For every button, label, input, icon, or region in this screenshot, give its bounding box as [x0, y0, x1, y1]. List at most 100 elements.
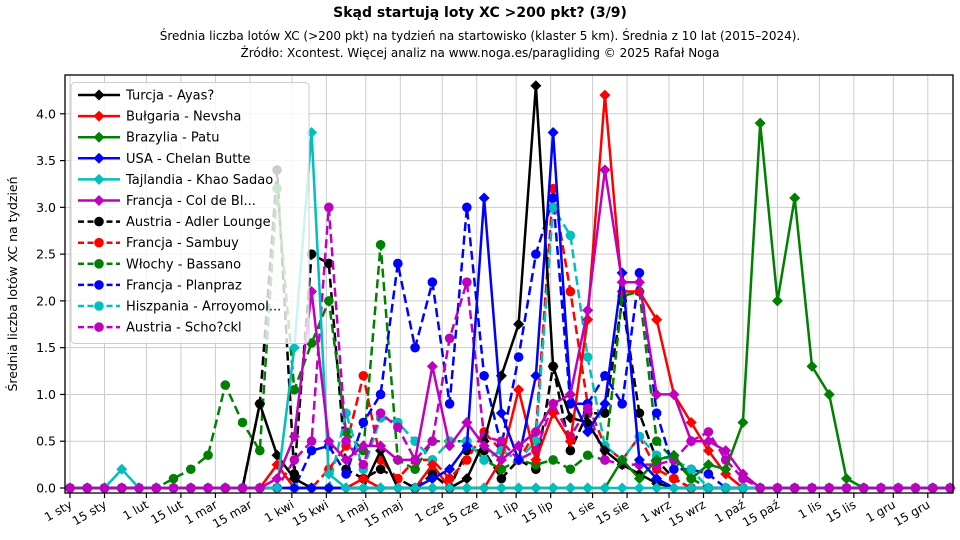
diamond-marker — [737, 417, 749, 429]
legend-label: Tajlandia - Khao Sadao — [125, 173, 273, 188]
diamond-marker — [564, 435, 576, 447]
diamond-marker — [702, 435, 714, 447]
diamond-marker — [375, 482, 387, 494]
circle-marker — [669, 464, 679, 475]
circle-marker — [185, 464, 196, 475]
diamond-marker — [754, 117, 766, 129]
diamond-marker — [633, 276, 645, 288]
circle-marker — [669, 473, 679, 484]
diamond-marker — [254, 398, 266, 410]
diamond-marker — [340, 454, 352, 466]
diamond-marker — [633, 454, 645, 466]
diamond-marker — [323, 435, 335, 447]
diamond-marker — [651, 388, 663, 400]
diamond-marker — [116, 463, 128, 475]
circle-marker — [289, 455, 300, 465]
diamond-marker — [409, 482, 421, 494]
circle-marker — [582, 352, 593, 362]
x-tick-label: 15 lut — [148, 497, 185, 527]
circle-marker — [462, 455, 472, 465]
diamond-marker — [547, 127, 559, 139]
diamond-marker — [357, 482, 369, 494]
diamond-marker — [582, 482, 594, 494]
y-tick-label: 3.5 — [36, 153, 56, 168]
diamond-marker — [288, 342, 300, 354]
circle-marker — [341, 436, 351, 447]
legend-diamond-marker — [93, 195, 105, 206]
chart-title: Skąd startują loty XC >200 pkt? (3/9) — [333, 5, 627, 21]
y-tick-label: 1.5 — [36, 340, 56, 355]
circle-marker — [513, 352, 524, 362]
circle-marker — [565, 230, 576, 241]
diamond-marker — [737, 468, 749, 480]
diamond-marker — [478, 192, 490, 204]
diamond-marker — [237, 482, 249, 494]
x-tick-label: 15 maj — [362, 497, 405, 530]
circle-marker — [703, 469, 714, 479]
circle-marker — [375, 389, 386, 400]
diamond-marker — [616, 482, 628, 494]
diamond-marker — [426, 459, 438, 471]
legend-circle-marker — [94, 280, 104, 290]
diamond-marker — [651, 473, 663, 485]
y-axis-label: Średnia liczba lotów XC na tydzień — [5, 176, 20, 391]
circle-marker — [427, 277, 438, 287]
diamond-marker — [582, 304, 594, 316]
diamond-marker — [323, 482, 335, 494]
circle-marker — [324, 258, 334, 269]
x-tick-label: 15 wrz — [666, 497, 708, 529]
circle-marker — [324, 202, 334, 213]
legend-diamond-marker — [93, 173, 105, 185]
diamond-marker — [771, 482, 783, 494]
circle-marker — [375, 408, 386, 418]
legend-label: Francja - Col de Bl... — [126, 194, 256, 209]
legend-circle-marker — [94, 322, 104, 332]
legend-item: Austria - Adler Lounge — [78, 215, 271, 230]
diamond-marker — [202, 482, 214, 494]
circle-marker — [237, 417, 248, 428]
legend-label: Bułgaria - Nevsha — [126, 110, 241, 125]
diamond-marker — [720, 445, 732, 457]
diamond-marker — [392, 482, 404, 494]
circle-marker — [703, 427, 714, 437]
circle-marker — [548, 455, 558, 465]
circle-marker — [462, 277, 472, 287]
y-tick-label: 0.0 — [36, 481, 56, 496]
circle-marker — [496, 436, 507, 447]
diamond-marker — [840, 473, 852, 485]
diamond-marker — [478, 482, 490, 494]
circle-marker — [582, 403, 593, 414]
diamond-marker — [271, 473, 283, 485]
legend-circle-marker — [94, 259, 104, 269]
x-tick-label: 15 lis — [824, 497, 859, 525]
legend-label: Austria - Adler Lounge — [126, 215, 271, 230]
diamond-marker — [720, 482, 732, 494]
legend-item: Francja - Col de Bl... — [78, 194, 256, 209]
circle-marker — [289, 384, 300, 395]
diamond-marker — [564, 388, 576, 400]
circle-marker — [548, 193, 558, 203]
legend-item: Brazylia - Patu — [78, 131, 219, 146]
diamond-marker — [461, 482, 473, 494]
diamond-marker — [478, 440, 490, 452]
diamond-marker — [582, 426, 594, 438]
diamond-marker — [409, 454, 421, 466]
diamond-marker — [461, 440, 473, 452]
diamond-marker — [858, 482, 870, 494]
circle-marker — [634, 408, 645, 418]
diamond-marker — [685, 473, 697, 485]
legend-diamond-marker — [93, 152, 105, 164]
diamond-marker — [823, 388, 835, 400]
diamond-marker — [547, 398, 559, 410]
circle-marker — [634, 268, 645, 278]
legend-label: USA - Chelan Butte — [126, 152, 250, 167]
diamond-marker — [564, 482, 576, 494]
diamond-marker — [495, 482, 507, 494]
diamond-marker — [633, 473, 645, 485]
chart-subtitle: Średnia liczba lotów XC (>200 pkt) na ty… — [159, 29, 801, 43]
diamond-marker — [685, 482, 697, 494]
circle-marker — [255, 445, 265, 456]
circle-marker — [306, 445, 317, 456]
diamond-marker — [513, 440, 525, 452]
diamond-marker — [306, 482, 318, 494]
